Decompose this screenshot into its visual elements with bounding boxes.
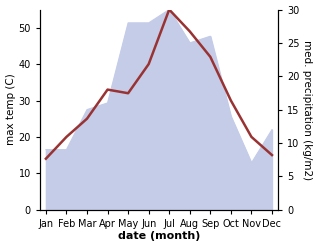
Y-axis label: med. precipitation (kg/m2): med. precipitation (kg/m2): [302, 40, 313, 180]
Y-axis label: max temp (C): max temp (C): [5, 74, 16, 145]
X-axis label: date (month): date (month): [118, 231, 200, 242]
